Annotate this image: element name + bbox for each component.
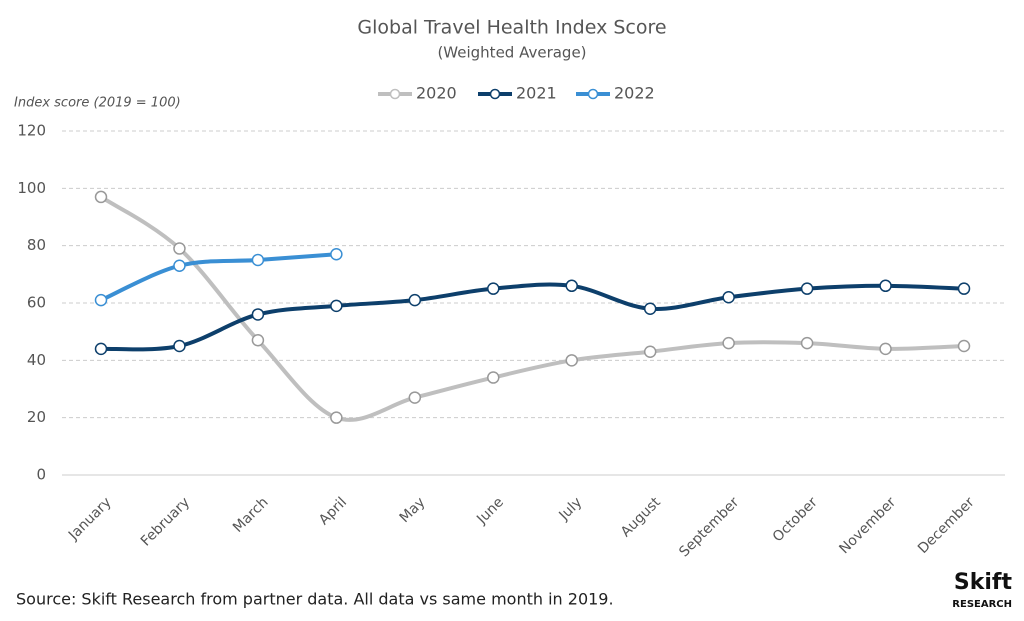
series-line	[100, 282, 965, 352]
data-point	[879, 279, 892, 293]
y-tick-label: 20	[27, 408, 46, 426]
data-point	[800, 336, 814, 350]
data-point	[408, 391, 422, 404]
x-tick-label: March	[230, 494, 271, 535]
y-tick-label: 0	[36, 466, 46, 484]
legend-marker	[489, 88, 501, 100]
y-tick-label: 100	[17, 179, 46, 197]
source: Source: Skift Research from partner data…	[16, 590, 614, 609]
x-tick-label: May	[397, 494, 429, 526]
y-tick-label: 120	[17, 122, 46, 140]
data-point	[94, 190, 108, 204]
y-tick-label: 80	[27, 236, 46, 254]
legend-label: 2020	[416, 84, 457, 103]
data-point	[722, 291, 735, 304]
x-tick-label: February	[138, 494, 193, 549]
x-tick-label: June	[473, 494, 507, 528]
data-point	[330, 248, 343, 261]
data-point	[957, 282, 971, 295]
x-tick-label: April	[316, 494, 350, 528]
data-point	[565, 279, 578, 293]
x-tick-label: August	[618, 494, 664, 540]
series-line	[99, 195, 965, 422]
x-tick-label: November	[836, 494, 899, 557]
x-tick-label: July	[556, 494, 586, 524]
chart-title: Global Travel Health Index Score	[357, 17, 666, 39]
data-point	[643, 345, 657, 358]
data-point	[173, 339, 186, 353]
data-point	[957, 339, 971, 353]
data-point	[94, 293, 108, 307]
data-point	[251, 308, 265, 321]
x-tick-label: September	[676, 494, 742, 560]
data-point	[330, 299, 343, 313]
data-point	[643, 302, 657, 315]
logo: Skift	[954, 570, 1013, 595]
data-point	[487, 371, 500, 384]
data-point	[879, 342, 892, 356]
y-tick-label: 40	[27, 351, 46, 369]
legend-label: 2021	[516, 84, 557, 103]
x-tick-label: December	[915, 494, 978, 557]
data-point	[722, 336, 735, 350]
legend-label: 2022	[614, 84, 655, 103]
data-point	[330, 411, 343, 424]
data-point	[800, 282, 814, 295]
data-point	[251, 334, 265, 347]
data-point	[487, 282, 500, 295]
data-point	[173, 242, 186, 255]
data-point	[251, 253, 265, 267]
x-tick-label: October	[770, 494, 821, 545]
data-point	[565, 354, 578, 367]
data-point	[94, 342, 108, 356]
x-tick-label: January	[65, 494, 115, 544]
legend-marker	[389, 88, 401, 100]
y-axis-label: Index score (2019 = 100)	[14, 96, 181, 111]
y-tick-label: 60	[27, 294, 46, 312]
data-point	[408, 293, 422, 307]
chart-subtitle: (Weighted Average)	[437, 44, 586, 62]
legend-marker	[587, 88, 599, 100]
data-point	[173, 259, 186, 272]
series-line	[100, 252, 337, 302]
logo-sub: RESEARCH	[952, 599, 1012, 610]
